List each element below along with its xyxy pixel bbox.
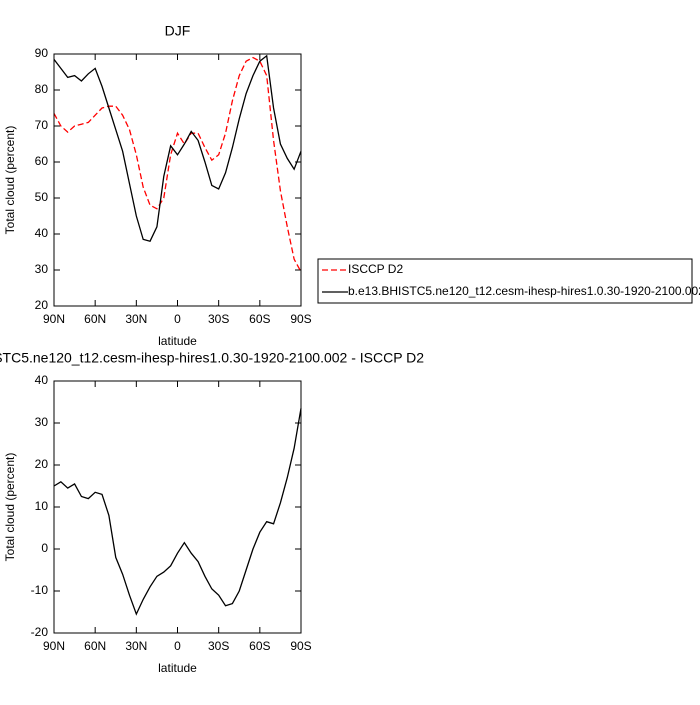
y-tick-label: 10	[35, 499, 49, 513]
x-tick-label: 90N	[43, 639, 65, 653]
legend-label: ISCCP D2	[348, 262, 403, 276]
chart-title: DJF	[165, 23, 191, 39]
y-tick-label: 30	[35, 262, 49, 276]
x-tick-label: 90N	[43, 312, 65, 326]
x-tick-label: 60S	[249, 639, 270, 653]
y-tick-label: 20	[35, 457, 49, 471]
y-tick-label: 90	[35, 46, 49, 60]
y-tick-label: 50	[35, 190, 49, 204]
x-tick-label: 30N	[125, 639, 147, 653]
x-tick-label: 90S	[290, 639, 311, 653]
y-tick-label: -20	[31, 625, 49, 639]
y-tick-label: 60	[35, 154, 49, 168]
x-tick-label: 90S	[290, 312, 311, 326]
data-line	[53, 54, 302, 242]
x-tick-label: 0	[174, 312, 181, 326]
y-axis-label: Total cloud (percent)	[3, 453, 17, 562]
y-tick-label: 80	[35, 82, 49, 96]
plot-frame	[53, 53, 302, 307]
x-axis-label: latitude	[158, 661, 197, 675]
x-axis-label: latitude	[158, 334, 197, 348]
data-line	[53, 56, 302, 273]
legend-label: b.e13.BHISTC5.ne120_t12.cesm-ihesp-hires…	[348, 284, 700, 298]
x-tick-label: 30S	[208, 312, 229, 326]
x-tick-label: 60N	[84, 639, 106, 653]
plot-frame	[53, 380, 302, 634]
data-line	[53, 408, 302, 616]
y-tick-label: 40	[35, 226, 49, 240]
x-tick-label: 60N	[84, 312, 106, 326]
y-tick-label: 0	[41, 541, 48, 555]
y-axis-label: Total cloud (percent)	[3, 126, 17, 235]
chart-title: b.e13.BHISTC5.ne120_t12.cesm-ihesp-hires…	[0, 350, 424, 366]
legend-box	[317, 258, 693, 304]
y-tick-label: -10	[31, 583, 49, 597]
y-tick-label: 30	[35, 415, 49, 429]
y-tick-label: 40	[35, 373, 49, 387]
x-tick-label: 30S	[208, 639, 229, 653]
x-tick-label: 60S	[249, 312, 270, 326]
y-tick-label: 20	[35, 298, 49, 312]
y-tick-label: 70	[35, 118, 49, 132]
x-tick-label: 30N	[125, 312, 147, 326]
x-tick-label: 0	[174, 639, 181, 653]
